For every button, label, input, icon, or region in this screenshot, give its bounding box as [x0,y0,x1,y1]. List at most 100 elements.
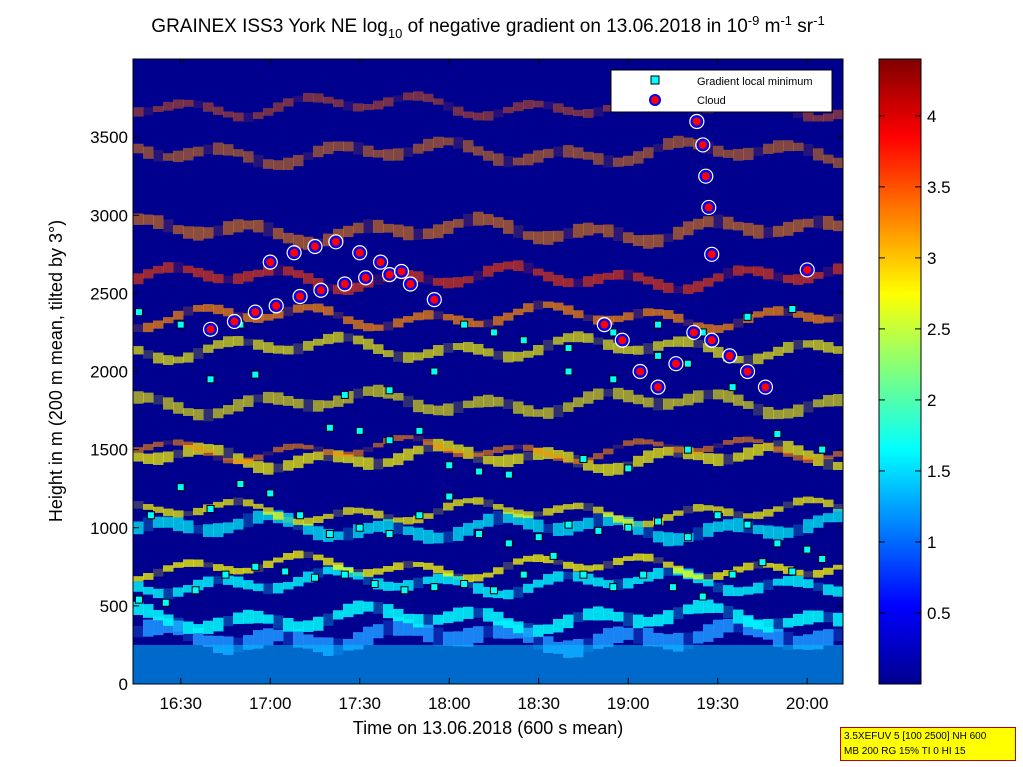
cloud-point [705,334,718,347]
gradient-minimum-point [654,351,663,360]
gradient-minimum-point [489,328,498,337]
cloud-point [759,381,772,394]
heatmap-bands [133,90,843,684]
cloud-point [314,284,327,297]
gradient-minimum-point [266,489,275,498]
gradient-minimum-point [445,461,454,470]
cloud-point [249,306,262,319]
cloud-point-halo [352,245,368,261]
gradient-minimum-point [430,367,439,376]
gradient-minimum-point [788,567,797,576]
x-tick-label: 17:00 [249,694,292,713]
gradient-minimum-point [355,426,364,435]
gradient-minimum-point [460,320,469,329]
cloud-point-halo [337,276,353,292]
gradient-minimum-point [758,558,767,567]
cloud-point [359,271,372,284]
cloud-point [228,315,241,328]
gradient-minimum-point [698,592,707,601]
colorbar [878,58,922,685]
cloud-point [383,268,396,281]
y-tick-label: 1000 [90,519,128,538]
colorbar-tick-label: 4 [927,107,936,126]
heatmap-band [133,211,843,250]
legend-cloud-label: Cloud [697,95,726,107]
gradient-minimum-point [788,305,797,313]
gradient-minimum-point [773,539,782,548]
legend-minimum-swatch [650,75,660,85]
cloud-point-halo [247,304,263,320]
cloud-point-halo [202,321,219,337]
gradient-minimum-point [281,567,290,576]
cloud-point-halo [596,317,612,333]
cloud-point-halo [373,254,389,270]
x-tick-label: 20:00 [786,694,829,713]
gradient-minimum-point [221,570,230,579]
gradient-minimum-point [134,308,143,317]
heatmap-band [133,496,843,528]
cloud-point-halo [650,379,666,395]
gradient-minimum-point [654,517,663,526]
gradient-minimum-point [206,375,215,384]
gradient-minimum-point [728,383,737,392]
colorbar-tick-label: 3.5 [927,178,951,197]
y-tick-label: 1500 [90,441,128,460]
gradient-minimum-point [296,511,305,520]
cloud-point-halo [689,113,705,130]
legend: Gradient local minimum Cloud [610,69,833,113]
gradient-minimum-point [385,436,394,445]
colorbar-ticks: 0.5 1 1.5 2 2.5 3 3.5 4 [879,107,951,623]
gradient-minimum-point [624,523,633,532]
gradient-minimum-point [400,586,409,595]
cloud-point-halo [292,288,308,305]
cloud-point [264,256,277,269]
cloud-point-halo [426,292,442,308]
colorbar-tick-label: 1.5 [927,462,951,481]
gradient-minimum-point [385,386,394,395]
gradient-minimum-point [370,580,379,588]
gradient-minimum-point [803,545,812,554]
cloud-point [696,138,709,151]
y-tick-label: 3500 [90,128,128,147]
gradient-minimum-point [609,328,618,337]
cloud-point [404,278,417,290]
cloud-point [687,326,700,339]
gradient-minimum-point [519,570,528,579]
y-tick-label: 2000 [90,363,128,382]
gradient-minimum-point [415,511,424,520]
gradient-minimum-point [385,530,394,538]
cloud-point [801,263,814,276]
cloud-point-halo [313,282,329,298]
cloud-point-halo [695,137,711,153]
gradient-minimum-point [146,511,155,520]
cloud-point-halo [328,234,344,250]
gradient-minimum-point [340,570,349,579]
cloud-point-halo [698,168,714,184]
colorbar-tick-label: 1 [927,533,936,552]
colorbar-tick-label: 2.5 [927,320,951,339]
gradient-minimum-point [609,375,618,384]
gradient-minimum-point [683,533,692,542]
cloud-point-halo [402,276,419,292]
y-tick-label: 3000 [90,206,128,225]
cloud-point [616,334,629,347]
x-tick-label: 18:00 [428,694,471,713]
y-tick-label: 0 [119,675,128,694]
heatmap-band [133,300,843,334]
cloud-point-halo [358,270,374,286]
y-axis-label: Height in m (200 m mean, tilted by 3°) [46,220,66,522]
cloud-point-halo [722,348,738,364]
processing-parameters-box: 3.5XEFUV 5 [100 2500] NH 600 MB 200 RG 1… [840,727,1016,761]
legend-cloud-swatch [649,94,661,106]
cloud-point-halo [799,262,815,278]
cloud-point-halo [668,356,684,372]
gradient-minimum-point [624,464,633,473]
gradient-minimum-point [445,492,454,501]
gradient-minimum-point [236,480,245,488]
cloud-point-halo [686,324,702,341]
gradient-minimum-point [504,539,513,548]
cloud-point-halo [226,313,243,330]
cloud-point [353,246,366,259]
heatmap-band [133,550,843,583]
